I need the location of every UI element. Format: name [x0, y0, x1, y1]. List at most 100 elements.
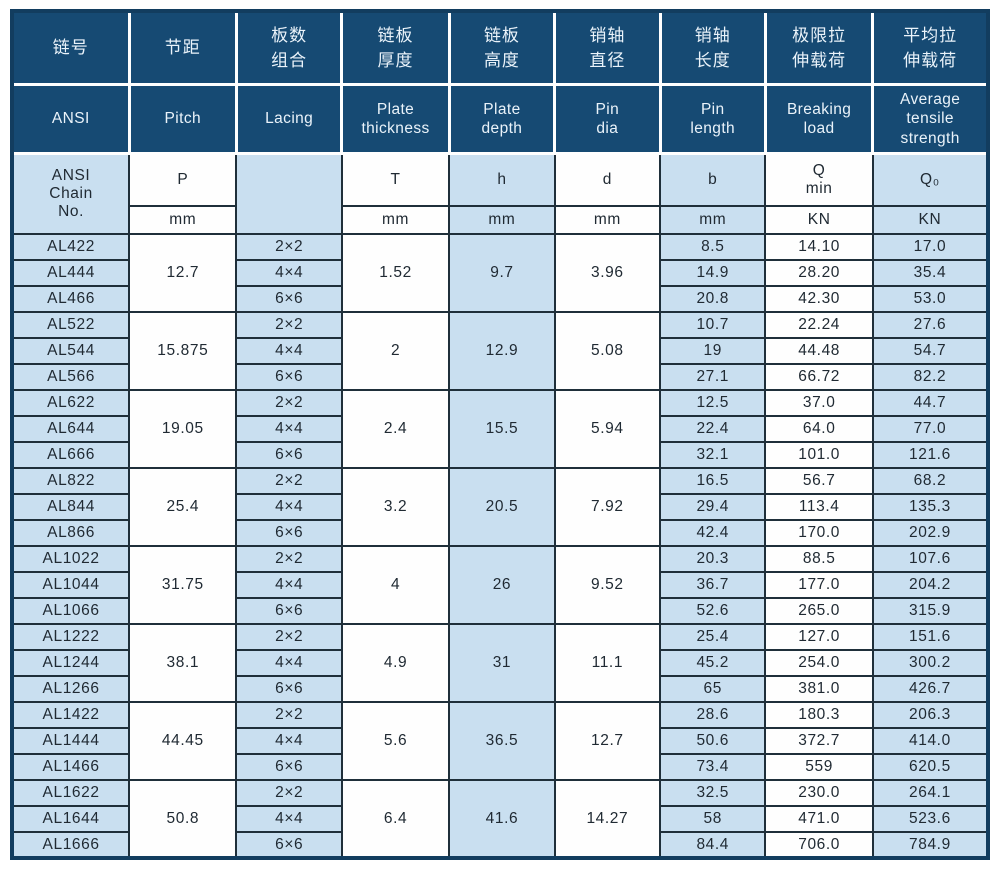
symbol-breaking-load: Q min [764, 152, 874, 207]
cell-pin-length: 36.7 [659, 571, 767, 599]
cell-chain-no: AL1022 [10, 545, 131, 573]
cell-breaking-load: 37.0 [764, 389, 874, 417]
cell-chain-no: AL1444 [10, 727, 131, 755]
cell-pin-length: 12.5 [659, 389, 767, 417]
table-row: AL466 6×6 20.8 42.30 53.0 [10, 285, 990, 313]
unit-pin-dia: mm [553, 205, 662, 235]
cell-pin-dia: 9.52 [553, 545, 662, 625]
cell-chain-no: AL1666 [10, 831, 131, 859]
cell-plate-thickness: 2 [340, 311, 451, 391]
cell-breaking-load: 44.48 [764, 337, 874, 365]
header-en-pin-length: Pin length [658, 83, 767, 155]
cell-chain-no: AL1066 [10, 597, 131, 625]
unit-avg-tensile: KN [871, 205, 990, 235]
symbol-plate-thickness: T [340, 152, 451, 207]
cell-lacing: 4×4 [235, 415, 343, 443]
cell-plate-thickness: 2.4 [340, 389, 451, 469]
cell-plate-thickness: 4 [340, 545, 451, 625]
header-en-pitch: Pitch [127, 83, 238, 155]
cell-avg-tensile: 82.2 [871, 363, 990, 391]
cell-pin-length: 65 [659, 675, 767, 703]
table-row: AL1666 6×6 84.4 706.0 784.9 [10, 831, 990, 859]
header-row-chinese: 链号 节距 板数 组合 链板 厚度 链板 高度 销轴 直径 销轴 长度 极限拉 … [10, 9, 990, 86]
cell-lacing: 4×4 [235, 727, 343, 755]
header-cn-avg-tensile: 平均拉 伸载荷 [871, 9, 990, 86]
chain-spec-table: 链号 节距 板数 组合 链板 厚度 链板 高度 销轴 直径 销轴 长度 极限拉 … [10, 9, 990, 860]
cell-plate-depth: 41.6 [448, 779, 556, 859]
cell-plate-depth: 20.5 [448, 467, 556, 547]
cell-chain-no: AL466 [10, 285, 131, 313]
cell-pin-length: 42.4 [659, 519, 767, 547]
cell-avg-tensile: 17.0 [871, 233, 990, 261]
cell-pitch: 19.05 [128, 389, 238, 469]
table-row: AL1622 50.8 2×2 6.4 41.6 14.27 32.5 230.0 264.1 [10, 779, 990, 859]
header-row-english: ANSI Pitch Lacing Plate thickness Plate … [10, 83, 990, 155]
cell-chain-no: AL644 [10, 415, 131, 443]
header-en-chain-no: ANSI [10, 83, 131, 155]
cell-avg-tensile: 204.2 [871, 571, 990, 599]
cell-pin-length: 45.2 [659, 649, 767, 677]
unit-plate-depth: mm [448, 205, 556, 235]
table-row: AL1444 4×4 50.6 372.7 414.0 [10, 727, 990, 755]
cell-breaking-load: 254.0 [764, 649, 874, 677]
header-cn-pitch: 节距 [127, 9, 238, 86]
symbol-pin-length: b [659, 152, 767, 207]
cell-breaking-load: 706.0 [764, 831, 874, 859]
cell-pitch: 50.8 [128, 779, 238, 859]
cell-avg-tensile: 68.2 [871, 467, 990, 495]
cell-breaking-load: 64.0 [764, 415, 874, 443]
cell-pin-length: 16.5 [659, 467, 767, 495]
cell-breaking-load: 170.0 [764, 519, 874, 547]
cell-pin-length: 25.4 [659, 623, 767, 651]
cell-chain-no: AL1644 [10, 805, 131, 833]
cell-chain-no: AL622 [10, 389, 131, 417]
cell-avg-tensile: 206.3 [871, 701, 990, 729]
cell-lacing: 6×6 [235, 519, 343, 547]
table-row: AL866 6×6 42.4 170.0 202.9 [10, 519, 990, 547]
cell-breaking-load: 113.4 [764, 493, 874, 521]
symbol-avg-tensile: Q₀ [871, 152, 990, 207]
table-header: 链号 节距 板数 组合 链板 厚度 链板 高度 销轴 直径 销轴 长度 极限拉 … [10, 9, 990, 235]
cell-lacing: 2×2 [235, 233, 343, 261]
cell-pin-length: 29.4 [659, 493, 767, 521]
cell-breaking-load: 22.24 [764, 311, 874, 339]
header-cn-chain-no: 链号 [10, 9, 131, 86]
cell-lacing: 4×4 [235, 571, 343, 599]
cell-avg-tensile: 107.6 [871, 545, 990, 573]
cell-pin-length: 73.4 [659, 753, 767, 781]
cell-pin-dia: 14.27 [553, 779, 662, 859]
cell-avg-tensile: 202.9 [871, 519, 990, 547]
table-row: AL1066 6×6 52.6 265.0 315.9 [10, 597, 990, 625]
cell-plate-thickness: 3.2 [340, 467, 451, 547]
cell-lacing: 6×6 [235, 441, 343, 469]
cell-chain-no: AL1466 [10, 753, 131, 781]
cell-breaking-load: 66.72 [764, 363, 874, 391]
cell-pin-length: 32.1 [659, 441, 767, 469]
table-row: AL1466 6×6 73.4 559 620.5 [10, 753, 990, 781]
header-en-pin-dia: Pin dia [553, 83, 662, 155]
symbol-pitch: P [128, 152, 238, 207]
unit-plate-thickness: mm [340, 205, 451, 235]
cell-avg-tensile: 426.7 [871, 675, 990, 703]
cell-chain-no: AL666 [10, 441, 131, 469]
header-en-plate-depth: Plate depth [447, 83, 557, 155]
cell-chain-no: AL1266 [10, 675, 131, 703]
unit-breaking-load: KN [764, 205, 874, 235]
table-body: AL422 12.7 2×2 1.52 9.7 3.96 8.5 14.10 17.0 AL444… [10, 233, 990, 859]
cell-pin-length: 52.6 [659, 597, 767, 625]
cell-chain-no: AL544 [10, 337, 131, 365]
cell-avg-tensile: 35.4 [871, 259, 990, 287]
cell-chain-no: AL422 [10, 233, 131, 261]
cell-pitch: 25.4 [128, 467, 238, 547]
cell-breaking-load: 177.0 [764, 571, 874, 599]
cell-avg-tensile: 523.6 [871, 805, 990, 833]
cell-avg-tensile: 121.6 [871, 441, 990, 469]
header-en-breaking-load: Breaking load [763, 83, 875, 155]
cell-breaking-load: 127.0 [764, 623, 874, 651]
cell-avg-tensile: 27.6 [871, 311, 990, 339]
cell-plate-depth: 15.5 [448, 389, 556, 469]
cell-plate-thickness: 1.52 [340, 233, 451, 313]
cell-pin-length: 14.9 [659, 259, 767, 287]
units-row: mm mm mm mm mm KN KN [12, 205, 990, 235]
symbol-plate-depth: h [448, 152, 556, 207]
